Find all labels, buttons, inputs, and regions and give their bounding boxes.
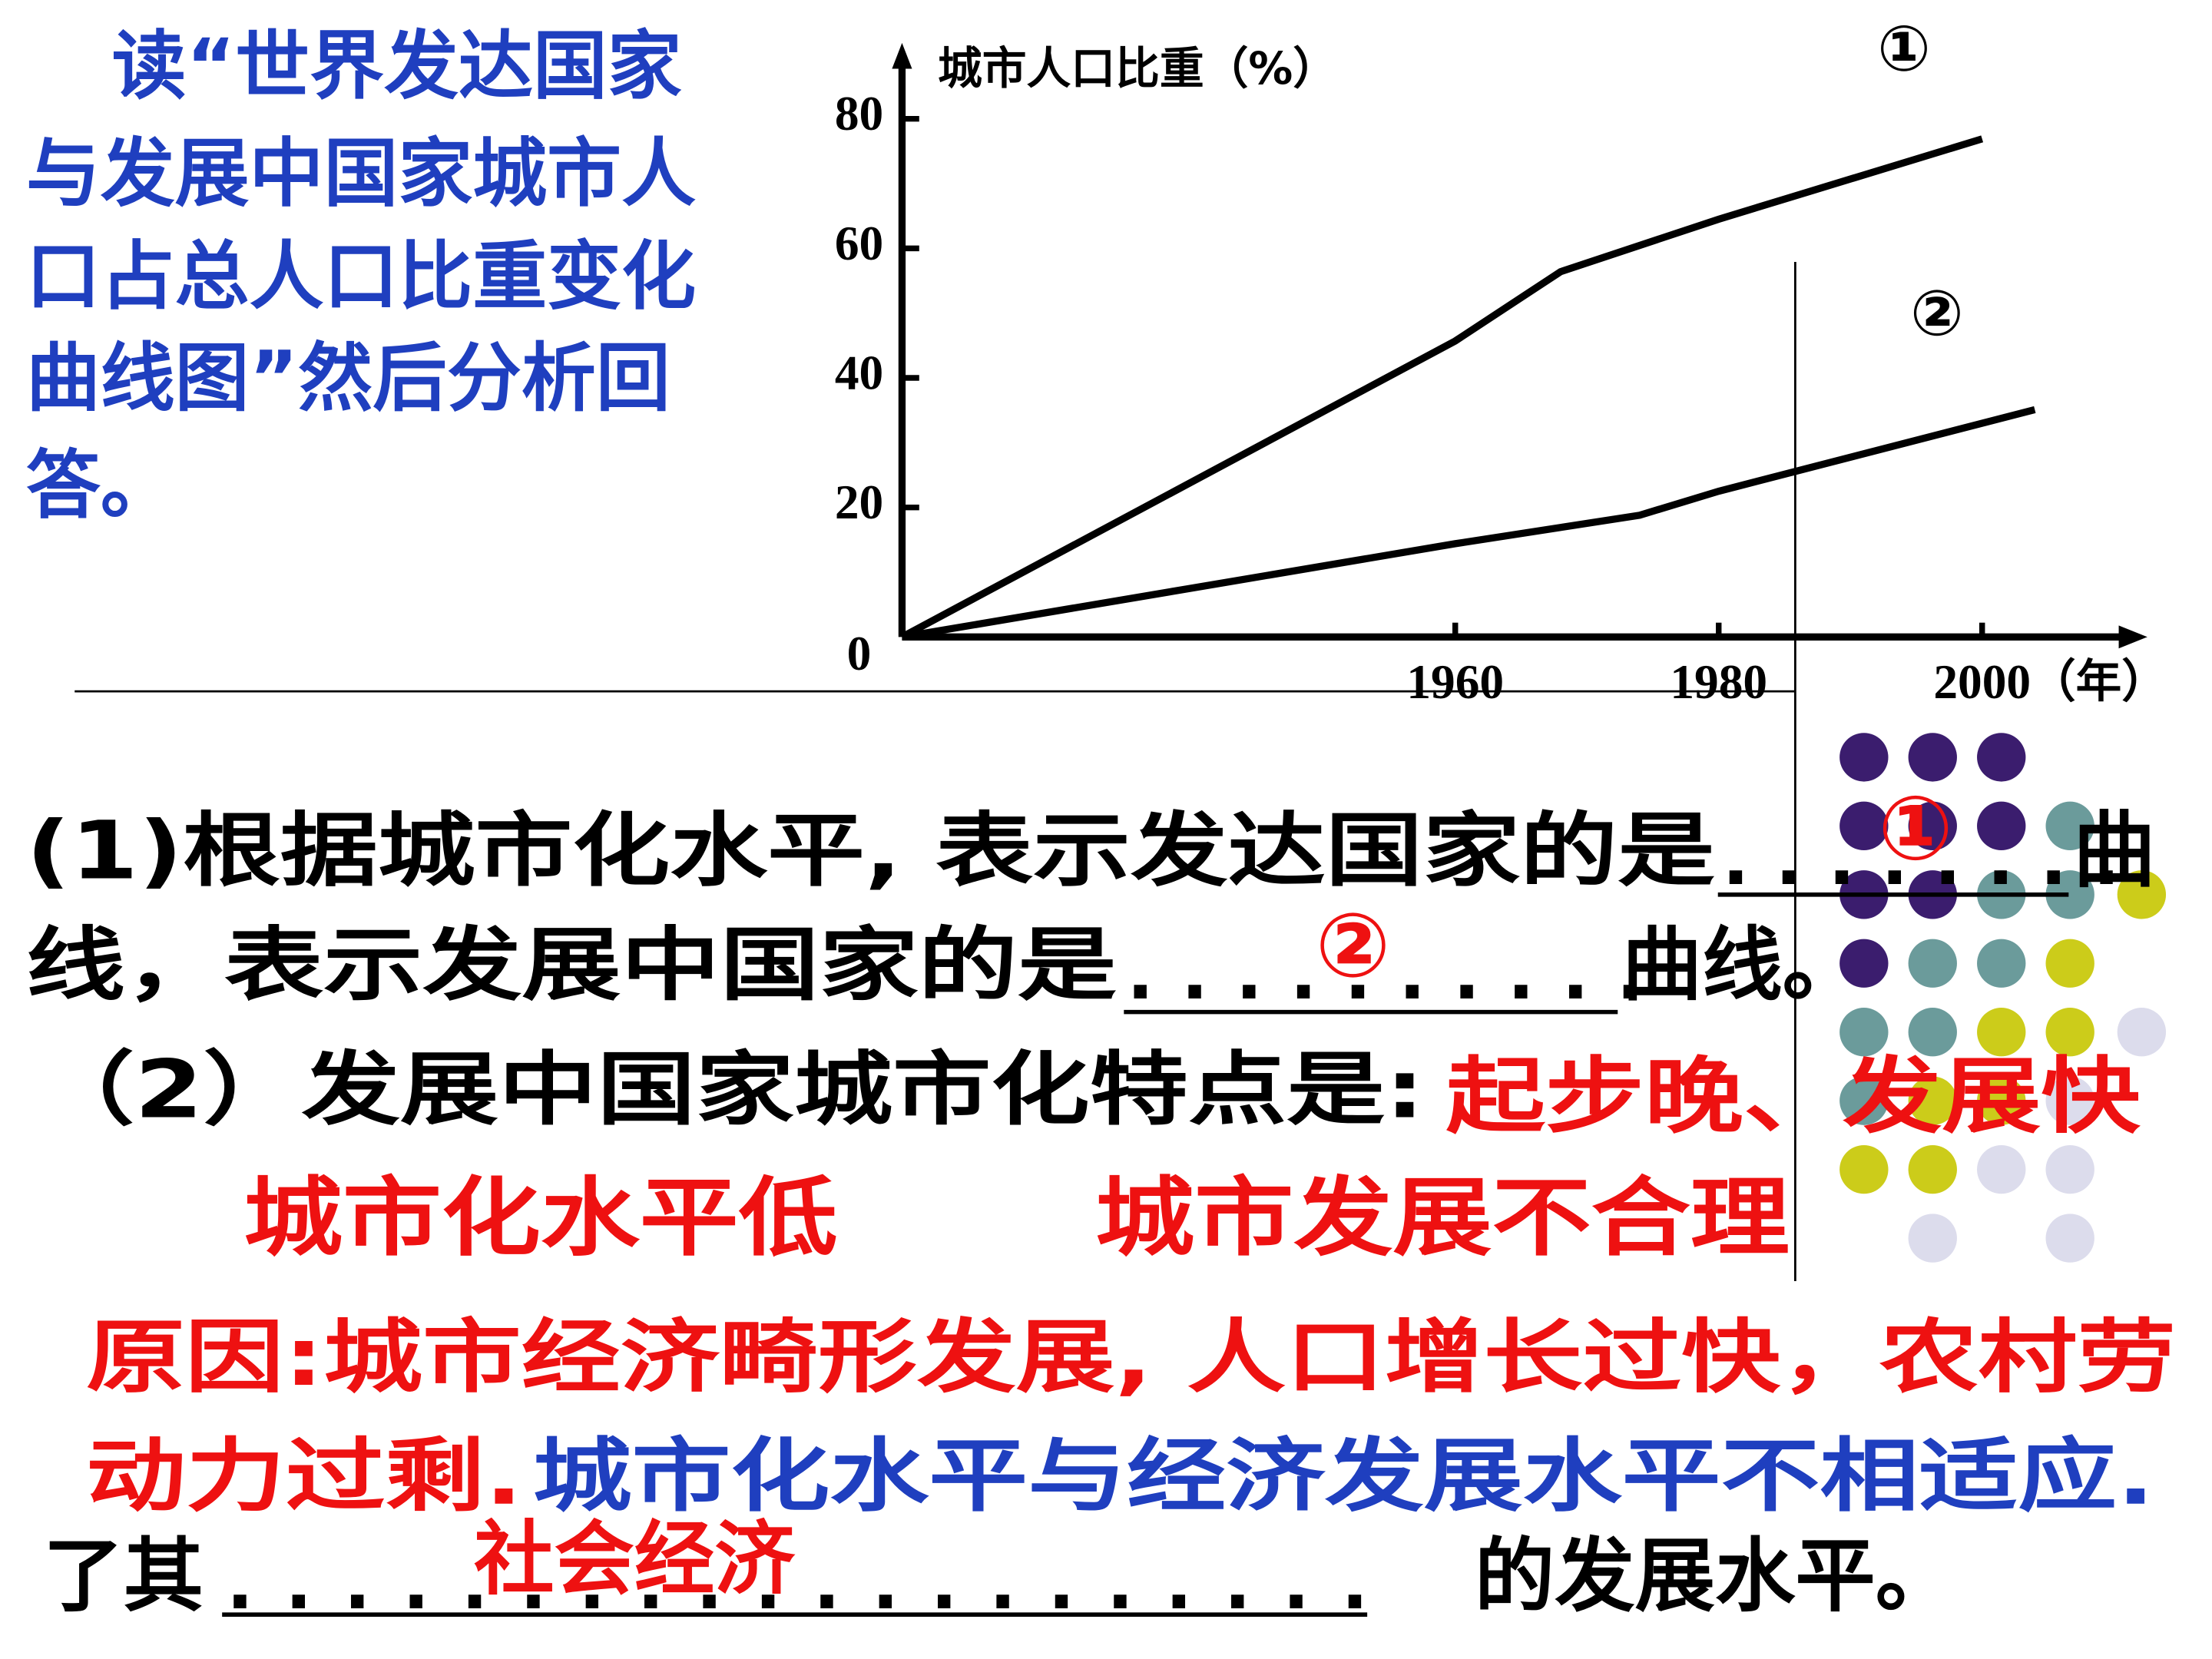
intro-line: 口占总人口比重变化	[26, 233, 696, 320]
line-series	[900, 135, 1984, 641]
answer: 起步晚、发展快	[1446, 1049, 2141, 1145]
chart: 城市人口比重（%） （年） 0 20 40 60 80 1960 1980 2000 ① ②	[835, 12, 2167, 709]
intro-line: 曲线图”然后分析回	[26, 335, 671, 422]
blank: ..........	[1127, 932, 1671, 1015]
axis-arrow	[892, 42, 912, 69]
y-axis-label: 城市人口比重（%）	[938, 42, 1337, 94]
question-text: （2）发展中国家城市化特点是:	[36, 1043, 1425, 1137]
question-text: 曲线。	[1622, 918, 1863, 1012]
x-tick-label: 1980	[1670, 655, 1767, 709]
answer: 社会经济	[474, 1512, 796, 1606]
answer: ①	[1878, 777, 1953, 880]
answer: ②	[1316, 895, 1391, 998]
answer: 城市化水平低	[243, 1168, 837, 1268]
question-text: 线，表示发展中国家的是	[26, 918, 1117, 1012]
y-tick-label: 20	[835, 475, 883, 529]
reason-text: 动力过剩.	[86, 1429, 522, 1523]
question-text: 曲	[2073, 803, 2156, 899]
reason-text: 城市化水平与经济发展水平不相适应.	[533, 1429, 2155, 1523]
x-tick-label: 2000	[1933, 655, 2031, 709]
intro-line: 与发展中国家城市人	[26, 130, 696, 217]
x-axis-unit: （年）	[2030, 655, 2167, 708]
y-tick-label: 0	[847, 627, 872, 680]
intro-line: 答。	[26, 442, 175, 529]
blank: ........	[1722, 818, 2146, 901]
line-series	[901, 406, 2036, 641]
y-tick-label: 40	[835, 346, 883, 400]
reason-text: 原因:城市经济畸形发展, 人口增长过快，农村劳	[86, 1310, 2176, 1404]
question-text: (1)根据城市化水平, 表示发达国家的是	[26, 803, 1715, 897]
y-tick-label: 80	[835, 87, 883, 141]
intro-line: 读“世界发达国家	[112, 23, 682, 110]
conclusion-text: 的发展水平。	[1475, 1529, 1955, 1623]
blank: ....................	[227, 1542, 1400, 1625]
axis-arrow	[2118, 625, 2147, 649]
dot-decoration	[1839, 733, 2167, 1263]
x-tick-label: 1960	[1406, 655, 1504, 709]
answer: 城市发展不合理	[1095, 1168, 1790, 1268]
y-tick-label: 60	[835, 217, 883, 270]
series-label: ①	[1877, 12, 1930, 85]
series-label: ②	[1910, 277, 1963, 350]
conclusion-text: 了其	[43, 1529, 204, 1623]
